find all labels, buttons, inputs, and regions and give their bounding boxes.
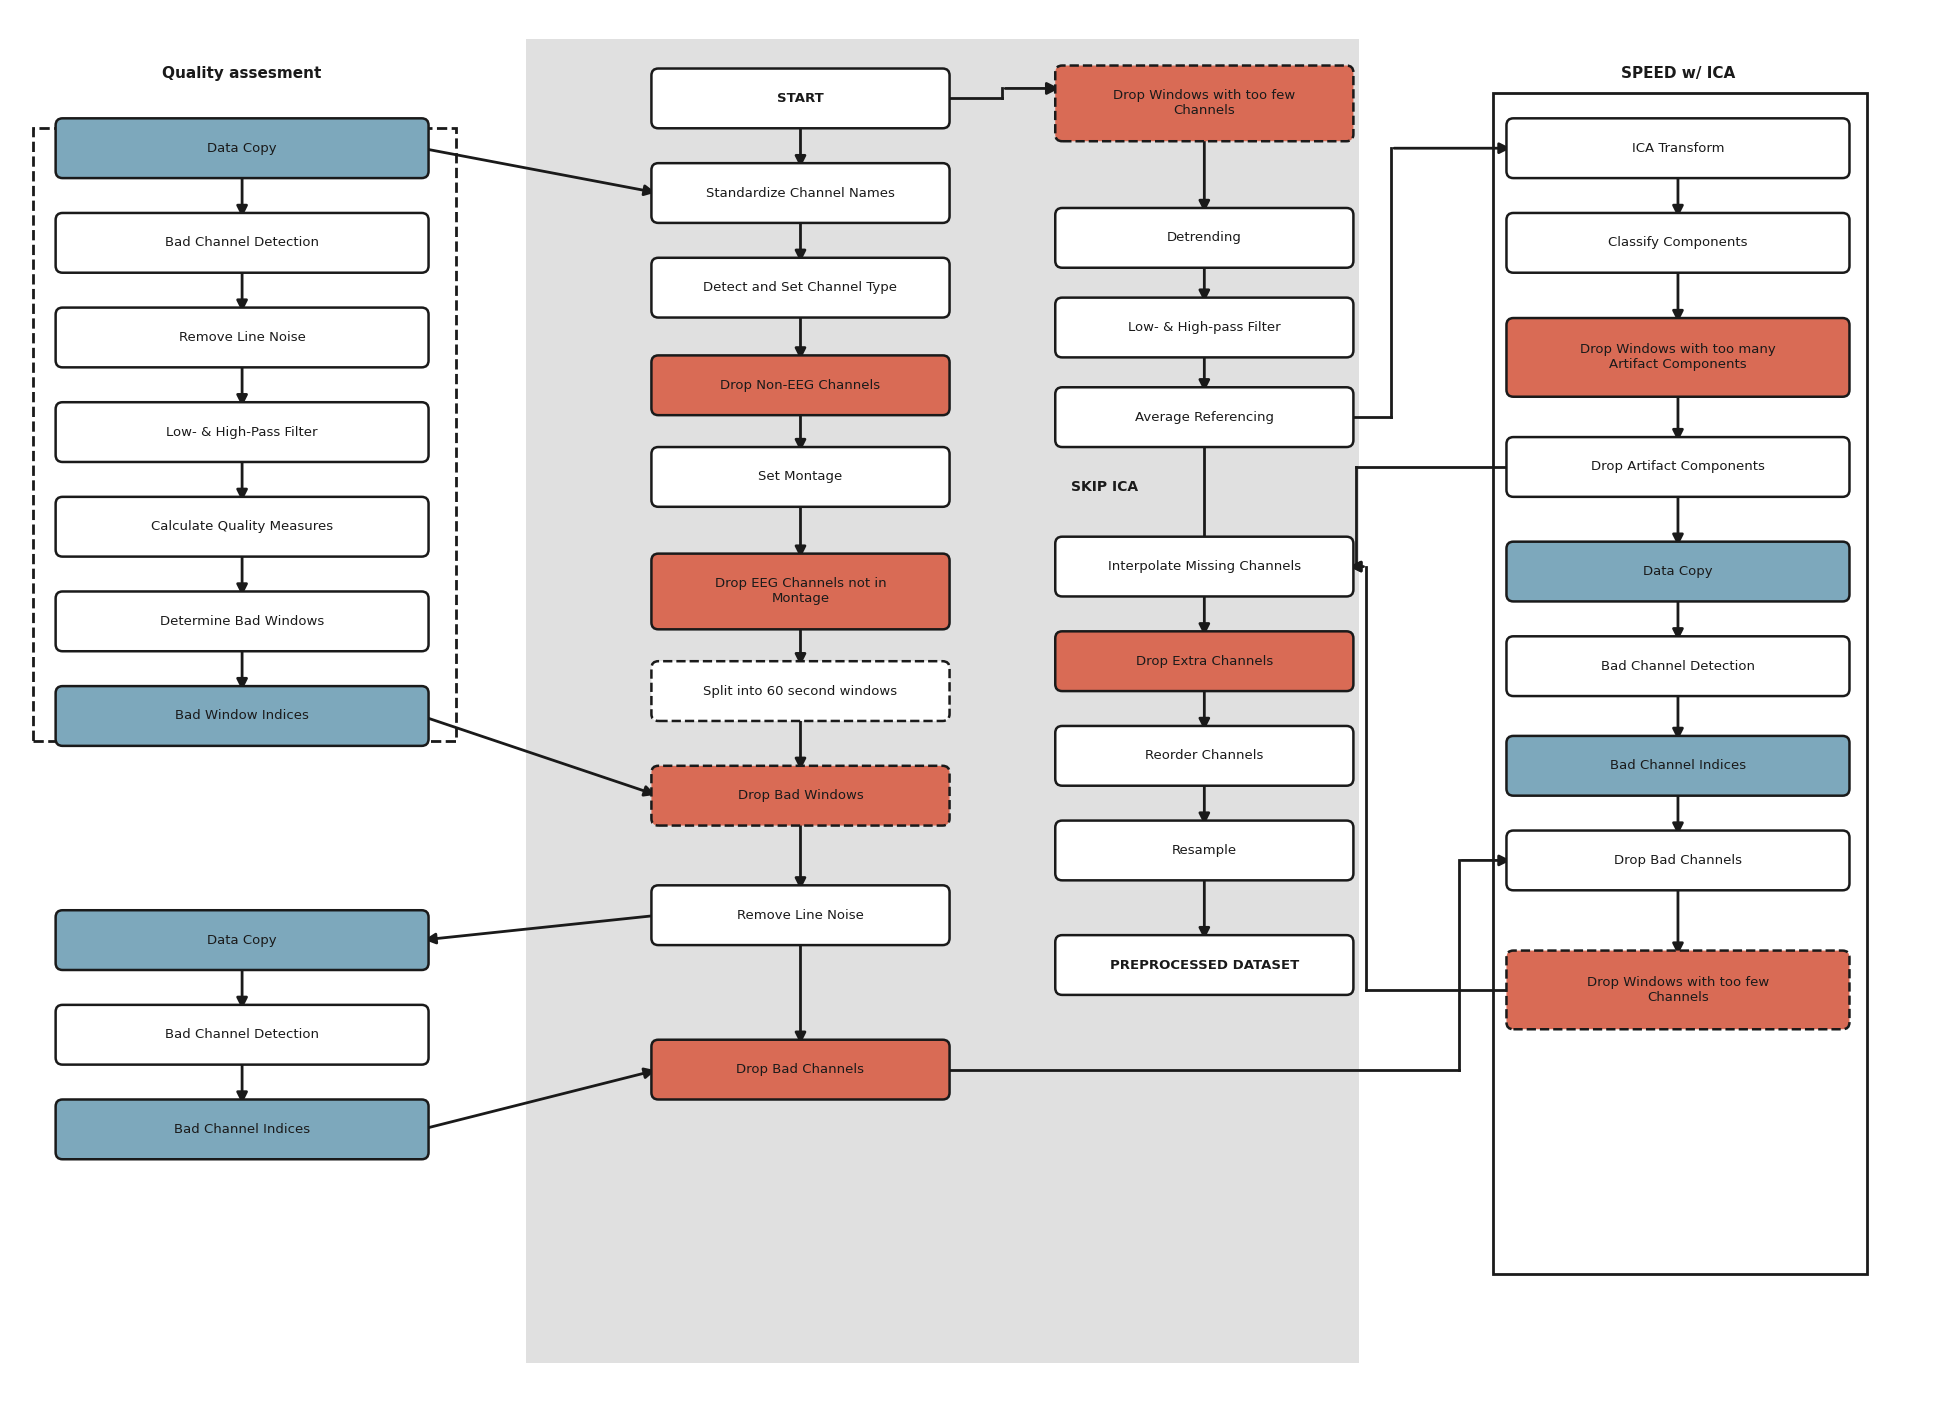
Text: Drop Windows with too many
Artifact Components: Drop Windows with too many Artifact Comp…	[1580, 344, 1776, 371]
Text: Data Copy: Data Copy	[207, 934, 277, 947]
Text: Data Copy: Data Copy	[1642, 565, 1712, 578]
FancyBboxPatch shape	[652, 163, 950, 222]
FancyBboxPatch shape	[1507, 736, 1850, 796]
Text: Drop Bad Channels: Drop Bad Channels	[1613, 854, 1741, 867]
FancyBboxPatch shape	[1055, 632, 1353, 692]
Text: Calculate Quality Measures: Calculate Quality Measures	[151, 520, 334, 533]
FancyBboxPatch shape	[1055, 935, 1353, 995]
Text: Detrending: Detrending	[1167, 231, 1241, 244]
Text: Set Montage: Set Montage	[758, 471, 843, 483]
FancyBboxPatch shape	[56, 402, 429, 462]
FancyBboxPatch shape	[1055, 388, 1353, 446]
Text: Drop Bad Windows: Drop Bad Windows	[737, 789, 863, 803]
Text: Drop Windows with too few
Channels: Drop Windows with too few Channels	[1113, 90, 1295, 117]
FancyBboxPatch shape	[56, 686, 429, 746]
Text: Bad Channel Detection: Bad Channel Detection	[165, 1028, 320, 1041]
Text: Determine Bad Windows: Determine Bad Windows	[159, 615, 324, 627]
Text: SPEED w/ ICA: SPEED w/ ICA	[1621, 66, 1735, 81]
Text: Drop Extra Channels: Drop Extra Channels	[1136, 655, 1272, 667]
Text: Quality assesment: Quality assesment	[163, 66, 322, 81]
Text: Bad Channel Indices: Bad Channel Indices	[1609, 759, 1745, 773]
Text: Detect and Set Channel Type: Detect and Set Channel Type	[704, 281, 898, 294]
FancyBboxPatch shape	[56, 212, 429, 272]
FancyBboxPatch shape	[652, 766, 950, 826]
Text: Split into 60 second windows: Split into 60 second windows	[704, 684, 898, 697]
FancyBboxPatch shape	[652, 662, 950, 722]
Text: Bad Window Indices: Bad Window Indices	[175, 710, 308, 723]
Text: Low- & High-pass Filter: Low- & High-pass Filter	[1128, 321, 1280, 334]
Text: Bad Channel Detection: Bad Channel Detection	[1602, 660, 1755, 673]
FancyBboxPatch shape	[652, 355, 950, 415]
FancyBboxPatch shape	[652, 553, 950, 629]
FancyBboxPatch shape	[56, 1099, 429, 1159]
Text: SKIP ICA: SKIP ICA	[1070, 481, 1138, 493]
FancyBboxPatch shape	[1507, 951, 1850, 1030]
Text: Remove Line Noise: Remove Line Noise	[737, 908, 865, 921]
Text: Drop Non-EEG Channels: Drop Non-EEG Channels	[721, 379, 880, 392]
FancyBboxPatch shape	[1055, 66, 1353, 141]
FancyBboxPatch shape	[1507, 118, 1850, 178]
FancyBboxPatch shape	[1055, 820, 1353, 880]
Text: Resample: Resample	[1171, 844, 1237, 857]
FancyBboxPatch shape	[652, 886, 950, 945]
Text: ICA Transform: ICA Transform	[1633, 141, 1724, 154]
FancyBboxPatch shape	[56, 496, 429, 556]
Text: START: START	[778, 91, 824, 106]
FancyBboxPatch shape	[1507, 636, 1850, 696]
FancyBboxPatch shape	[1507, 542, 1850, 602]
Text: Low- & High-Pass Filter: Low- & High-Pass Filter	[167, 425, 318, 439]
Text: Bad Channel Indices: Bad Channel Indices	[175, 1122, 310, 1137]
FancyBboxPatch shape	[56, 910, 429, 970]
Text: Interpolate Missing Channels: Interpolate Missing Channels	[1107, 560, 1301, 573]
Text: Drop EEG Channels not in
Montage: Drop EEG Channels not in Montage	[715, 578, 886, 606]
FancyBboxPatch shape	[1055, 536, 1353, 596]
FancyBboxPatch shape	[652, 258, 950, 318]
Text: Drop Artifact Components: Drop Artifact Components	[1592, 461, 1764, 473]
FancyBboxPatch shape	[33, 128, 456, 742]
Text: Drop Windows with too few
Channels: Drop Windows with too few Channels	[1586, 975, 1768, 1004]
Text: PREPROCESSED DATASET: PREPROCESSED DATASET	[1109, 958, 1299, 971]
FancyBboxPatch shape	[652, 446, 950, 506]
Text: Drop Bad Channels: Drop Bad Channels	[737, 1064, 865, 1077]
FancyBboxPatch shape	[1493, 94, 1867, 1273]
FancyBboxPatch shape	[1507, 212, 1850, 272]
FancyBboxPatch shape	[56, 308, 429, 368]
FancyBboxPatch shape	[525, 39, 1359, 1363]
Text: Remove Line Noise: Remove Line Noise	[178, 331, 306, 344]
Text: Standardize Channel Names: Standardize Channel Names	[706, 187, 896, 200]
FancyBboxPatch shape	[652, 68, 950, 128]
FancyBboxPatch shape	[1055, 298, 1353, 358]
Text: Average Referencing: Average Referencing	[1134, 411, 1274, 424]
FancyBboxPatch shape	[1055, 208, 1353, 268]
Text: Classify Components: Classify Components	[1607, 237, 1747, 250]
FancyBboxPatch shape	[1507, 438, 1850, 496]
FancyBboxPatch shape	[1507, 318, 1850, 396]
FancyBboxPatch shape	[1055, 726, 1353, 786]
FancyBboxPatch shape	[1507, 830, 1850, 890]
Text: Reorder Channels: Reorder Channels	[1146, 749, 1264, 763]
FancyBboxPatch shape	[652, 1040, 950, 1099]
FancyBboxPatch shape	[56, 1005, 429, 1065]
FancyBboxPatch shape	[56, 592, 429, 652]
FancyBboxPatch shape	[56, 118, 429, 178]
Text: Data Copy: Data Copy	[207, 141, 277, 154]
Text: Bad Channel Detection: Bad Channel Detection	[165, 237, 320, 250]
